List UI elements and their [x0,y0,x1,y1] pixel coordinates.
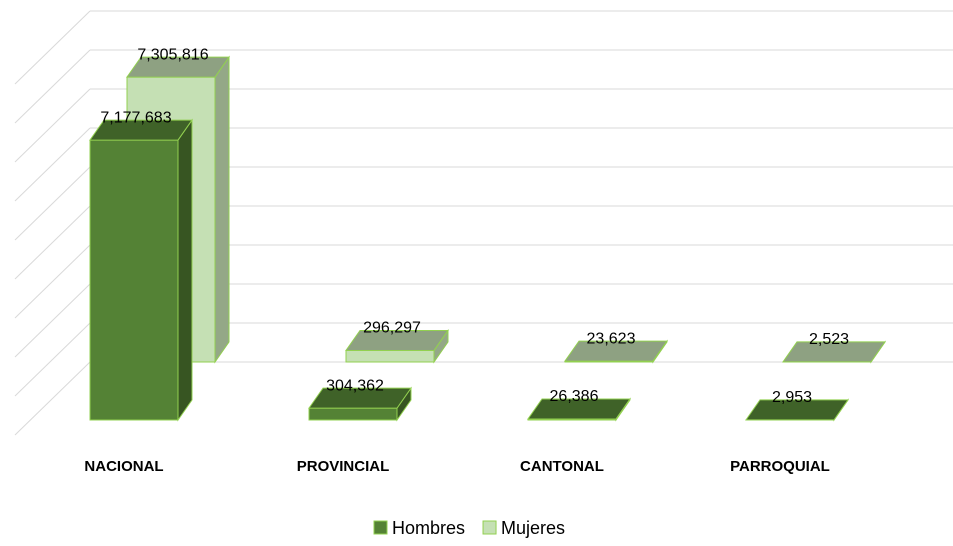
grid-line [14,244,91,319]
data-label: 2,953 [772,389,812,406]
grid-line [14,127,91,202]
bar-top [745,399,849,421]
x-tick-label: NACIONAL [84,458,163,475]
legend-swatch [373,520,388,535]
bar-top [564,340,668,362]
x-tick-label: PROVINCIAL [297,458,390,475]
legend-label: Hombres [392,518,465,538]
grid-line [14,361,91,436]
data-label: 7,177,683 [100,109,171,126]
bar-front [308,407,398,421]
bar-side [177,118,193,422]
data-label: 7,305,816 [137,46,208,63]
x-tick-label: PARROQUIAL [730,458,830,475]
bar-top [126,56,230,78]
grid-line [14,10,91,85]
bar-side [214,55,230,364]
bar-top [308,387,412,409]
data-label: 296,297 [363,320,421,337]
bar-top [782,341,886,363]
grid-line [14,166,91,241]
grid-line [14,88,91,163]
legend-label: Mujeres [501,518,565,538]
grid-line [14,49,91,124]
grid-line [14,283,91,358]
bar-top [345,329,449,351]
grid-line [14,205,91,280]
data-label: 2,523 [809,331,849,348]
x-tick-label: CANTONAL [520,458,604,475]
data-label: 26,386 [550,388,599,405]
bar-top [527,398,631,420]
legend-swatch [482,520,497,535]
grid-line [14,322,91,397]
data-label: 23,623 [587,330,636,347]
data-label: 304,362 [326,377,384,394]
bar-front [345,349,435,363]
bar-front [89,139,179,421]
bar-top [89,119,193,141]
